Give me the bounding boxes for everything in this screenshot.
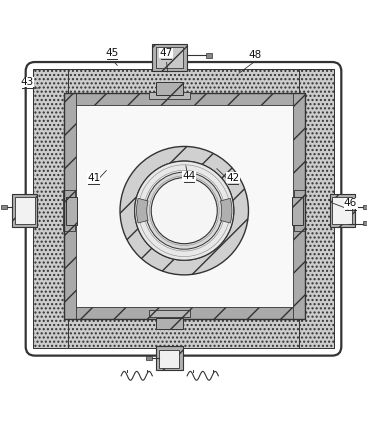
- Bar: [64, 93, 305, 319]
- Bar: [363, 221, 367, 225]
- Bar: [149, 311, 190, 317]
- Bar: [156, 47, 183, 68]
- Circle shape: [146, 172, 223, 249]
- Bar: [33, 69, 68, 348]
- Bar: [292, 197, 303, 224]
- Text: 41: 41: [87, 173, 100, 183]
- Text: 43: 43: [21, 77, 34, 87]
- Bar: [12, 194, 37, 227]
- Bar: [66, 197, 77, 224]
- Bar: [159, 350, 179, 368]
- Bar: [293, 93, 305, 319]
- Text: 44: 44: [182, 171, 196, 181]
- Bar: [64, 307, 305, 319]
- Text: 48: 48: [248, 50, 262, 60]
- Bar: [146, 356, 152, 360]
- Bar: [33, 313, 334, 348]
- Bar: [156, 82, 183, 95]
- Bar: [33, 69, 334, 104]
- Bar: [299, 69, 334, 348]
- Text: 46: 46: [344, 198, 357, 208]
- Text: 45: 45: [105, 48, 119, 58]
- Bar: [64, 93, 76, 319]
- Bar: [64, 93, 305, 105]
- Bar: [156, 318, 183, 329]
- Text: 47: 47: [160, 48, 173, 58]
- Bar: [152, 44, 187, 71]
- Bar: [64, 93, 305, 319]
- Bar: [1, 205, 7, 209]
- Bar: [63, 190, 75, 231]
- Bar: [294, 190, 305, 231]
- Bar: [363, 205, 367, 209]
- Bar: [15, 198, 35, 224]
- Bar: [206, 53, 212, 58]
- Bar: [332, 198, 352, 224]
- Circle shape: [151, 178, 217, 244]
- Wedge shape: [221, 198, 232, 223]
- Bar: [156, 346, 183, 370]
- Text: 42: 42: [226, 173, 240, 183]
- Wedge shape: [137, 198, 148, 223]
- Bar: [330, 194, 355, 227]
- Circle shape: [135, 161, 234, 260]
- Bar: [149, 92, 190, 99]
- Bar: [156, 47, 183, 68]
